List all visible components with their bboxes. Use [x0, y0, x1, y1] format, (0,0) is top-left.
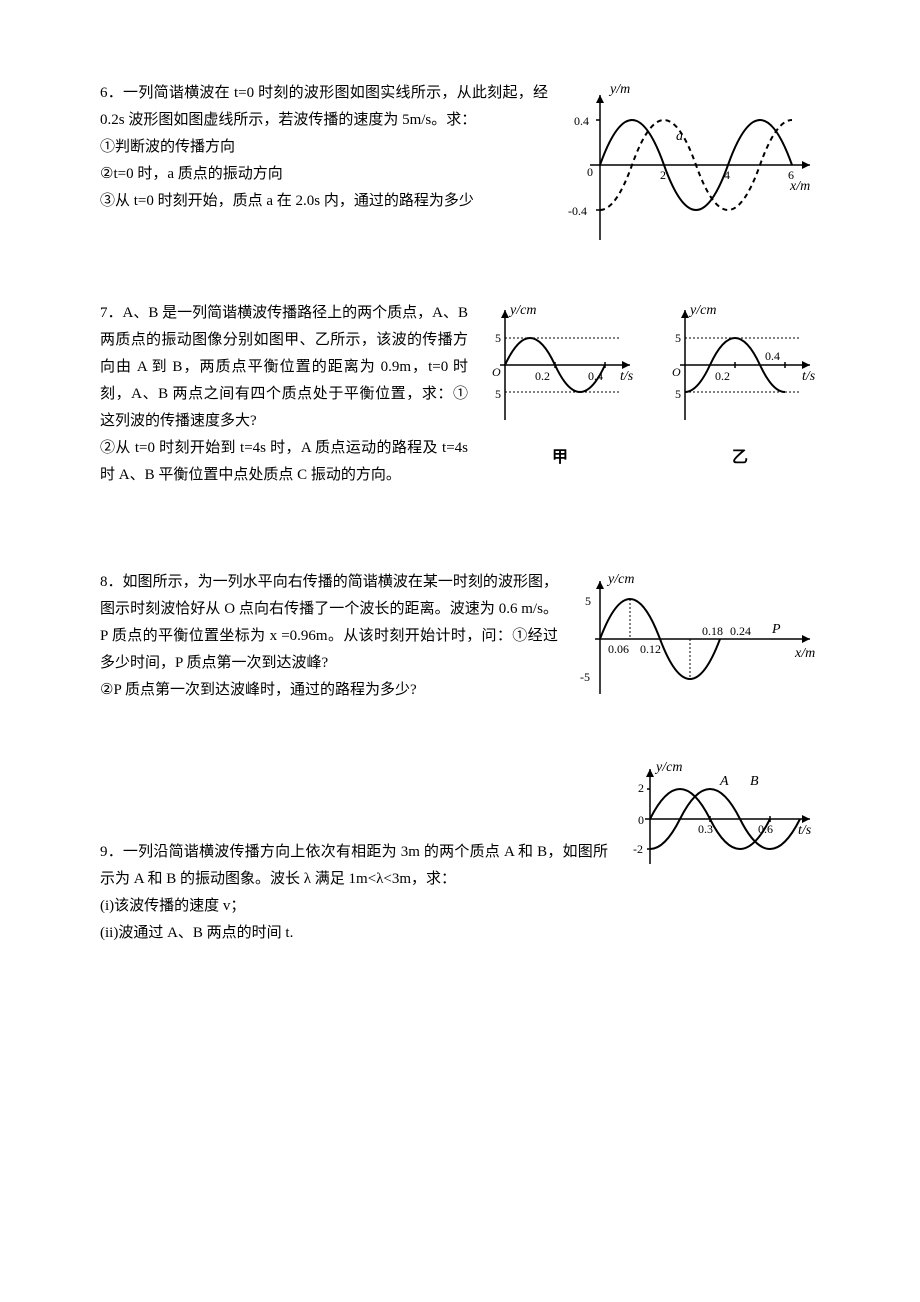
- p9-xlabel: t/s: [798, 823, 812, 838]
- p6-q1: ①判断波的传播方向: [100, 139, 235, 155]
- p9-x03: 0.3: [698, 822, 713, 836]
- p7-stem: 7．A、B 是一列简谐横波传播路径上的两个质点，A、B 两质点的振动图像分别如图…: [100, 305, 468, 429]
- problem-6: 6．一列简谐横波在 t=0 时刻的波形图如图实线所示，从此刻起，经 0.2s 波…: [100, 80, 820, 250]
- problem-8-text: 8．如图所示，为一列水平向右传播的简谐横波在某一时刻的波形图，图示时刻波恰好从 …: [100, 569, 558, 704]
- svg-text:O: O: [672, 365, 681, 379]
- p6-stem: 6．一列简谐横波在 t=0 时刻的波形图如图实线所示，从此刻起，经 0.2s 波…: [100, 85, 548, 128]
- problem-7-text: 7．A、B 是一列简谐横波传播路径上的两个质点，A、B 两质点的振动图像分别如图…: [100, 300, 468, 489]
- p8-x012: 0.12: [640, 642, 661, 656]
- problem-6-text: 6．一列简谐横波在 t=0 时刻的波形图如图实线所示，从此刻起，经 0.2s 波…: [100, 80, 548, 215]
- p6-figure: 0.4 0 -0.4 2 4 6 y/m x/m a: [560, 80, 820, 250]
- p6-q2: ②t=0 时，a 质点的振动方向: [100, 166, 283, 182]
- p7-figure-b: y/cm t/s 5 5 O 0.2 0.4 乙: [660, 300, 820, 473]
- p6-ytick-m04: -0.4: [568, 204, 587, 218]
- problem-9-text: 9．一列沿简谐横波传播方向上依次有相距为 3m 的两个质点 A 和 B，如图所示…: [100, 839, 608, 947]
- problem-8: 8．如图所示，为一列水平向右传播的简谐横波在某一时刻的波形图，图示时刻波恰好从 …: [100, 569, 820, 709]
- p8-point-p: P: [771, 622, 781, 637]
- p7a-x02: 0.2: [535, 369, 550, 383]
- p7a-xlabel: t/s: [620, 369, 634, 384]
- p9-q2: (ii)波通过 A、B 两点的时间 t.: [100, 925, 293, 941]
- p7a-caption: 甲: [480, 444, 640, 473]
- p7-figure-a: y/cm t/s 5 5 O 0.2 0.4 甲: [480, 300, 640, 473]
- p7b-ylabel: y/cm: [688, 303, 716, 318]
- p7a-yn: 5: [495, 387, 501, 401]
- p9-ym2: -2: [633, 842, 643, 856]
- p9-label-a: A: [719, 774, 729, 789]
- p9-stem: 9．一列沿简谐横波传播方向上依次有相距为 3m 的两个质点 A 和 B，如图所示…: [100, 844, 608, 887]
- p9-ylabel: y/cm: [654, 760, 682, 775]
- p6-xlabel: x/m: [789, 179, 810, 194]
- p9-q1: (i)该波传播的速度 v；: [100, 898, 245, 914]
- p7-figures: y/cm t/s 5 5 O 0.2 0.4 甲: [480, 300, 820, 473]
- p6-q3: ③从 t=0 时刻开始，质点 a 在 2.0s 内，通过的路程为多少: [100, 193, 474, 209]
- p6-ytick-04: 0.4: [574, 114, 589, 128]
- problem-7: 7．A、B 是一列简谐横波传播路径上的两个质点，A、B 两质点的振动图像分别如图…: [100, 300, 820, 489]
- p8-stem: 8．如图所示，为一列水平向右传播的简谐横波在某一时刻的波形图，图示时刻波恰好从 …: [100, 574, 558, 671]
- p7-q2: ②从 t=0 时刻开始到 t=4s 时，A 质点运动的路程及 t=4s 时 A、…: [100, 440, 468, 483]
- p9-x06: 0.6: [758, 822, 773, 836]
- svg-text:O: O: [492, 365, 501, 379]
- p7b-xlabel: t/s: [802, 369, 816, 384]
- p8-x006: 0.06: [608, 642, 629, 656]
- p8-figure: y/cm x/m 5 -5 0.06 0.12 0.18 0.24 P: [570, 569, 820, 709]
- p7a-ylabel: y/cm: [508, 303, 536, 318]
- p8-xlabel: x/m: [794, 646, 815, 661]
- p6-ytick-0: 0: [587, 165, 593, 179]
- p7b-x04: 0.4: [765, 349, 780, 363]
- p7b-yp: 5: [675, 331, 681, 345]
- p7b-caption: 乙: [660, 444, 820, 473]
- p7b-x02: 0.2: [715, 369, 730, 383]
- p7a-yp: 5: [495, 331, 501, 345]
- p7a-x04: 0.4: [588, 369, 603, 383]
- p8-q2: ②P 质点第一次到达波峰时，通过的路程为多少?: [100, 682, 417, 698]
- p8-ylabel: y/cm: [606, 572, 634, 587]
- p9-label-b: B: [750, 774, 759, 789]
- p8-x024: 0.24: [730, 624, 751, 638]
- p9-y2: 2: [638, 781, 644, 795]
- p9-y0: 0: [638, 813, 644, 827]
- p8-y5: 5: [585, 594, 591, 608]
- p8-ym5: -5: [580, 670, 590, 684]
- p9-figure: y/cm t/s 2 0 -2 A B 0.3 0.6: [620, 759, 820, 879]
- p6-point-a: a: [676, 129, 683, 144]
- p8-x018: 0.18: [702, 624, 723, 638]
- p6-ylabel: y/m: [608, 82, 630, 97]
- problem-9: 9．一列沿简谐横波传播方向上依次有相距为 3m 的两个质点 A 和 B，如图所示…: [100, 759, 820, 947]
- p7b-yn: 5: [675, 387, 681, 401]
